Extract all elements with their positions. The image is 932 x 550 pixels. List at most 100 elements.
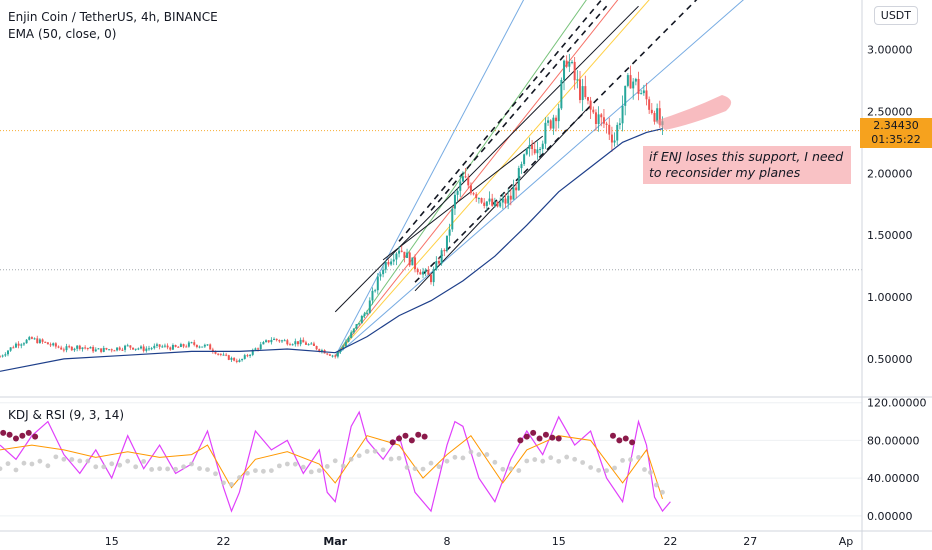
candle-body (182, 344, 185, 347)
j-dot (580, 460, 586, 465)
j-dot (572, 456, 578, 462)
candle-body (52, 343, 55, 346)
candle-body (217, 353, 220, 355)
j-dot (109, 461, 115, 467)
candle-body (73, 348, 76, 351)
candle-body (600, 114, 603, 118)
candle-body (427, 269, 430, 275)
candle-body (642, 90, 645, 94)
candle-body (456, 190, 459, 195)
candle-body (307, 344, 310, 346)
candle-body (185, 346, 188, 348)
j-dot (642, 467, 647, 472)
candle-body (528, 145, 531, 150)
j-dot (654, 482, 659, 488)
candle-body (408, 252, 411, 266)
candle-body (515, 187, 518, 191)
candle-body (451, 208, 454, 230)
candle-body (344, 341, 347, 347)
candle-body (238, 360, 241, 362)
candle-body (360, 316, 363, 324)
oscillator-tick-label: 40.00000 (867, 472, 920, 485)
candle-body (9, 347, 12, 351)
j-dot (221, 480, 226, 486)
j-dot (77, 458, 83, 464)
j-dot (420, 466, 426, 472)
candle-body (560, 79, 563, 109)
candle-body (507, 195, 510, 204)
candle-body (318, 349, 321, 352)
j-dot (492, 459, 498, 465)
candle-body (363, 313, 366, 317)
candle-body (392, 259, 395, 262)
candle-body (86, 347, 89, 349)
j-dot (101, 464, 107, 470)
j-dot (93, 464, 99, 470)
candle-body (326, 353, 329, 355)
candle-body (259, 344, 262, 350)
candle-body (310, 343, 313, 345)
j-dot (141, 459, 147, 464)
last-price-tag: 2.34430 01:35:22 (860, 118, 932, 148)
candle-body (406, 252, 409, 258)
candle-body (163, 345, 166, 347)
rsi-extreme-dot (12, 435, 19, 442)
candle-body (312, 343, 315, 346)
j-dot (340, 463, 346, 469)
candle-body (621, 105, 624, 124)
candle-body (584, 86, 587, 98)
j-dot (388, 456, 394, 462)
currency-badge[interactable]: USDT (873, 6, 918, 25)
fan-line (334, 0, 525, 357)
j-dot (404, 465, 410, 470)
candle-body (288, 344, 291, 346)
j-dot (612, 465, 617, 471)
candle-body (573, 61, 576, 81)
time-tick-label: 15 (552, 535, 566, 548)
j-dot (260, 468, 266, 474)
candle-body (632, 81, 635, 89)
candle-body (435, 260, 438, 270)
candle-body (174, 345, 177, 347)
j-dot (604, 468, 609, 473)
candle-body (376, 276, 379, 291)
annotation-note[interactable]: if ENJ loses this support, I need to rec… (643, 146, 851, 184)
candle-body (273, 338, 276, 340)
candle-body (430, 274, 432, 283)
candle-body (235, 360, 238, 362)
oscillator-tick-label: 80.00000 (867, 434, 920, 447)
j-dot (268, 468, 274, 474)
candle-body (571, 61, 574, 63)
candle-body (576, 79, 579, 81)
candle-body (12, 347, 15, 349)
candle-body (62, 349, 65, 351)
j-dot (620, 458, 625, 463)
j-dot (444, 458, 450, 464)
candle-body (60, 347, 63, 350)
rsi-extreme-dot (517, 437, 524, 444)
rsi-extreme-dot (555, 435, 562, 442)
candle-body (589, 100, 592, 110)
candle-body (536, 149, 539, 154)
j-dot (29, 461, 35, 467)
candle-body (499, 202, 502, 207)
candle-body (110, 349, 113, 351)
rsi-extreme-dot (415, 431, 422, 438)
j-dot (117, 462, 123, 468)
candle-body (0, 356, 1, 358)
rsi-extreme-dot (402, 432, 409, 439)
j-dot (37, 458, 43, 464)
candle-body (403, 251, 406, 258)
candle-body (366, 313, 369, 315)
candle-body (302, 339, 305, 343)
candle-body (419, 272, 422, 275)
candle-body (265, 340, 268, 343)
j-dot (229, 482, 234, 487)
candle-body (443, 250, 446, 252)
j-dot (308, 469, 314, 475)
candle-body (124, 345, 127, 350)
candlestick-series (0, 53, 664, 364)
candle-body (331, 355, 334, 357)
candle-body (525, 149, 528, 155)
